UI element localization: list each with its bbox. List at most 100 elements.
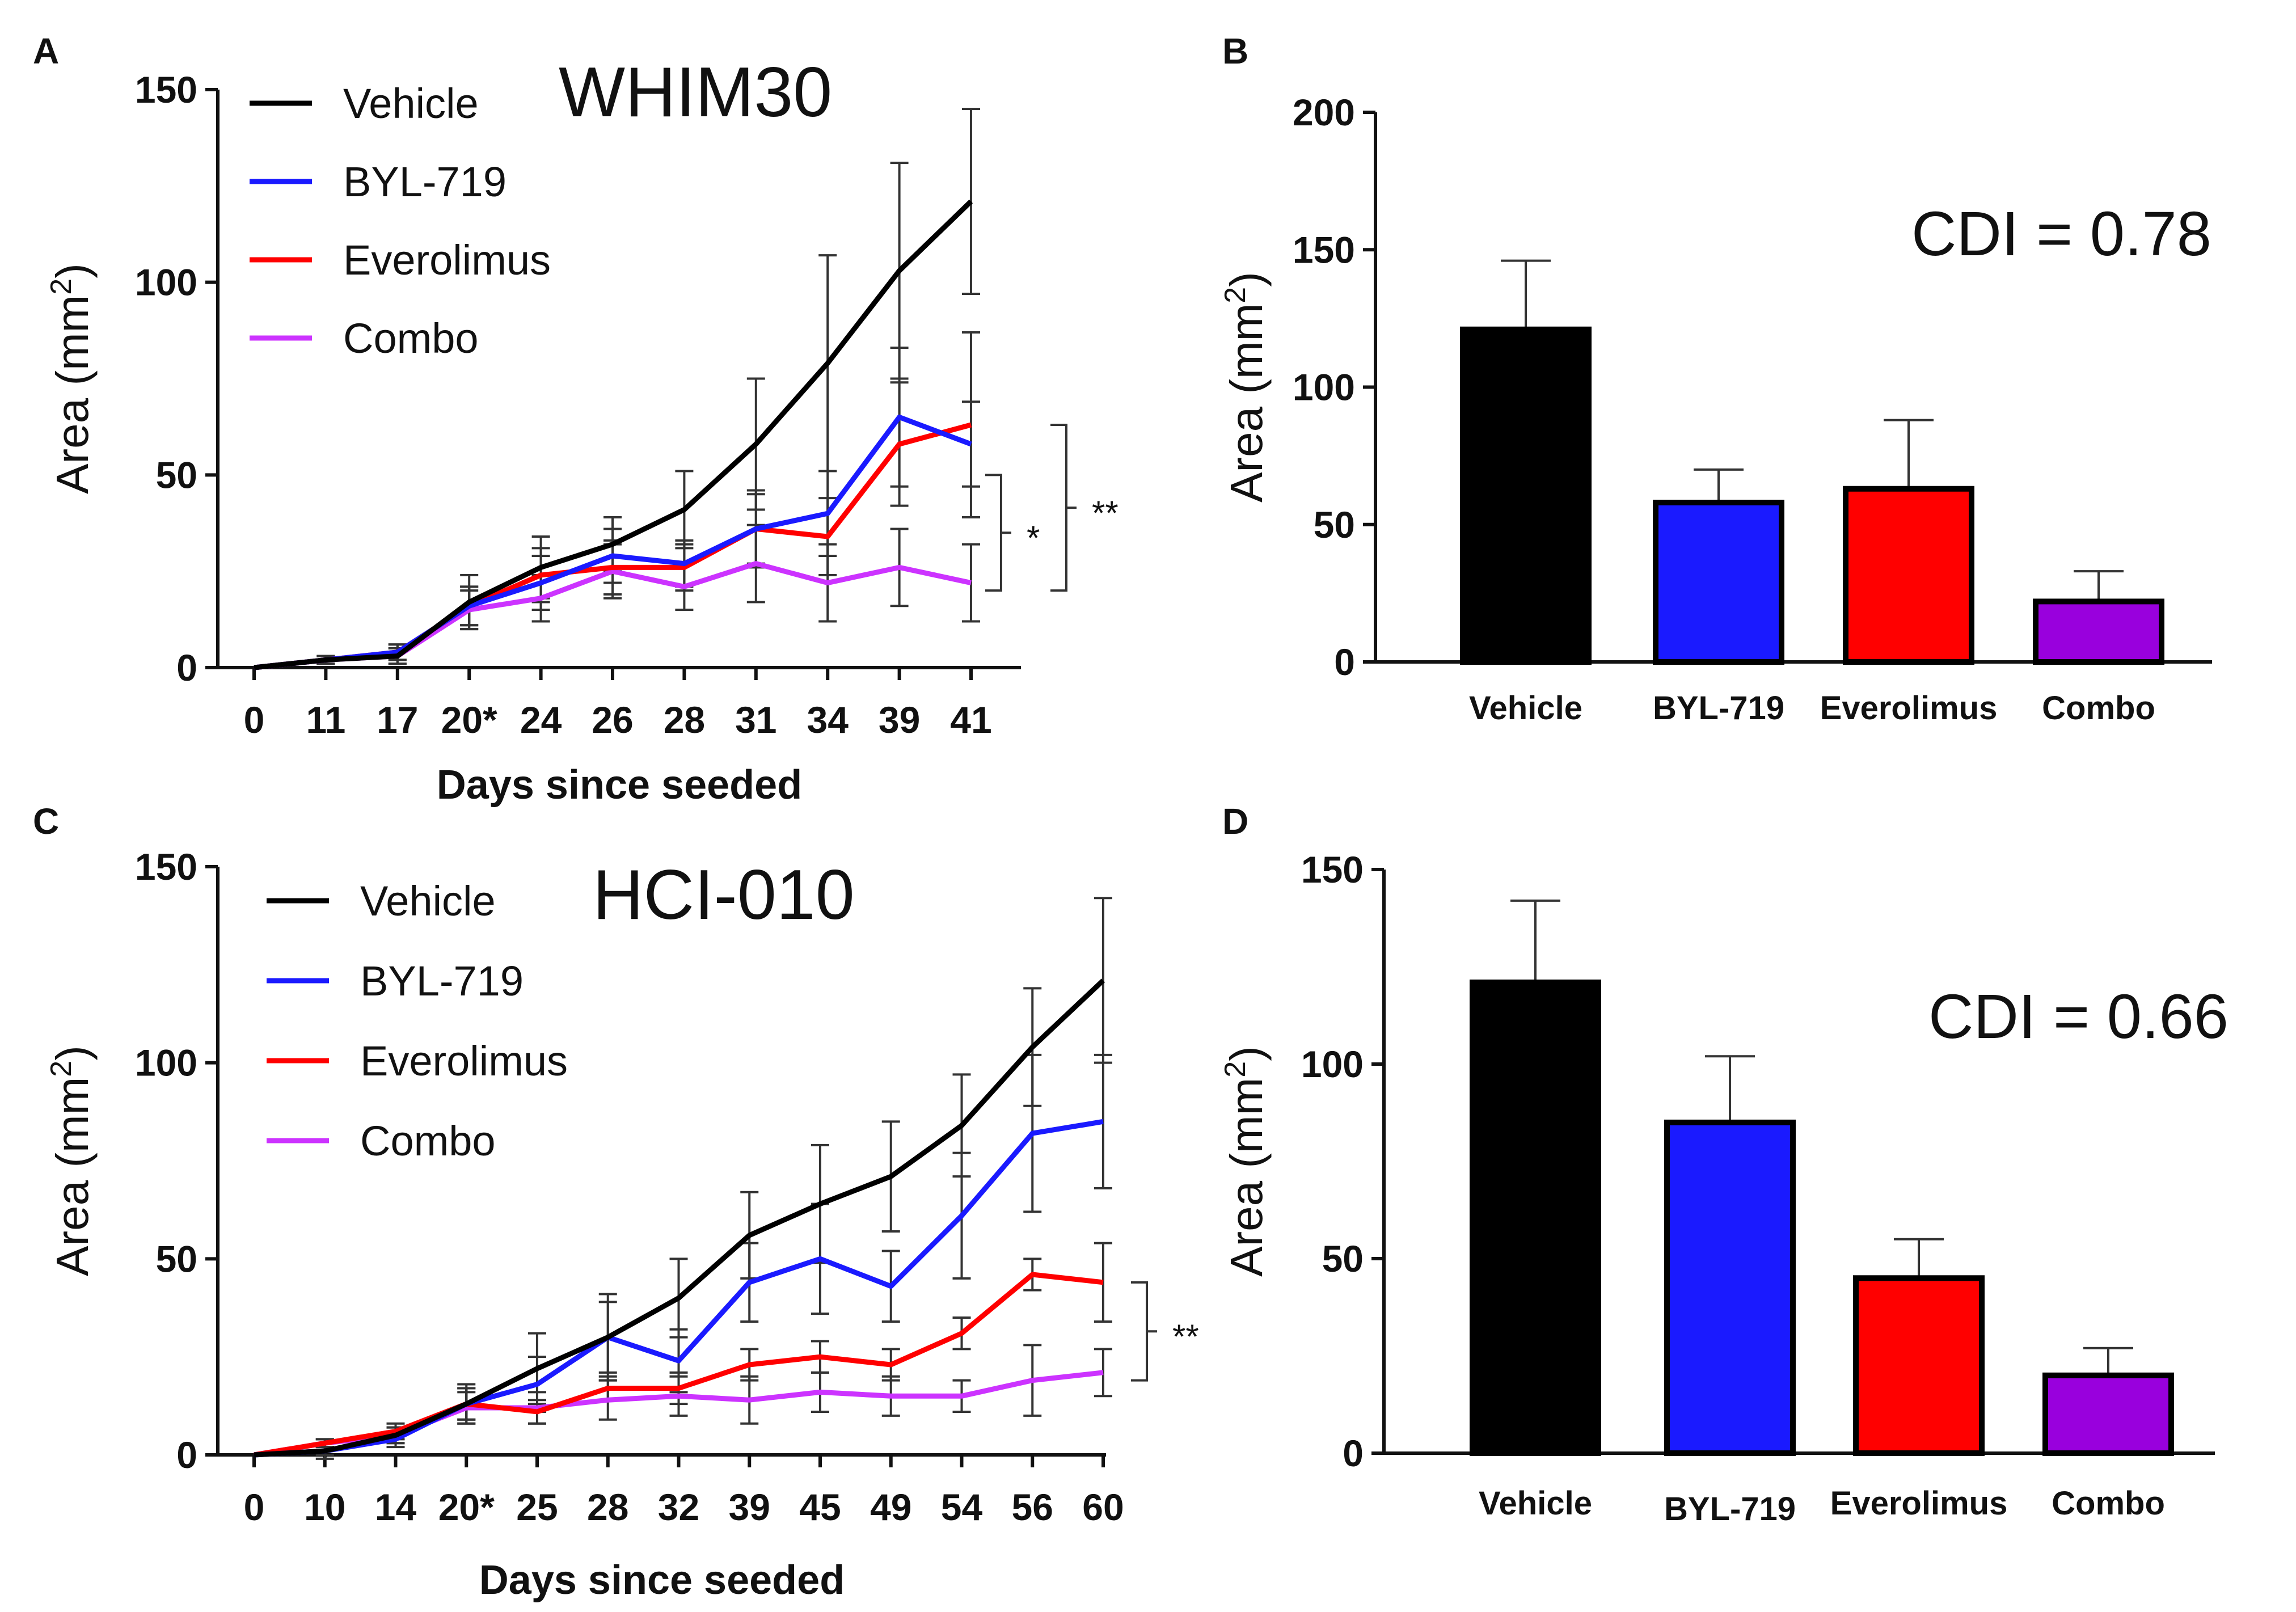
y-tick-label: 0 — [1343, 1432, 1364, 1474]
x-tick-label: 41 — [950, 699, 991, 741]
x-tick-label: 10 — [304, 1486, 345, 1528]
y-tick-label: 50 — [156, 1238, 197, 1280]
plot-title: HCI-010 — [593, 856, 855, 934]
bar-everolimus — [1853, 1275, 1985, 1457]
y-axis-title-superscript: 2 — [45, 278, 78, 295]
series-line-everolimus — [254, 1272, 1104, 1458]
x-axis-title: Days since seeded — [437, 762, 802, 808]
significance-label: ** — [1092, 494, 1119, 532]
legend-label: BYL-719 — [343, 158, 507, 205]
legend-label: Combo — [343, 315, 479, 362]
y-tick-label: 200 — [1293, 91, 1355, 133]
y-axis-title: Area (mm2) — [45, 263, 98, 494]
y-axis-title: Area (mm2) — [1219, 1046, 1272, 1277]
x-axis-title: Days since seeded — [479, 1558, 845, 1603]
y-tick-label: 0 — [176, 647, 197, 689]
bar-combo — [2033, 598, 2164, 665]
y-tick-label: 100 — [1293, 366, 1355, 408]
y-tick-label: 50 — [1322, 1238, 1364, 1280]
y-axis-title-text: Area (mm — [1221, 303, 1272, 503]
y-axis-title-close: ) — [1221, 272, 1272, 287]
category-label: Everolimus — [1820, 690, 1998, 727]
x-tick-label: 0 — [244, 1486, 265, 1528]
y-axis-title-superscript: 2 — [45, 1061, 78, 1077]
y-axis-title-close: ) — [47, 1045, 98, 1061]
significance-label: * — [1027, 519, 1040, 557]
x-tick-label: 39 — [729, 1486, 770, 1528]
y-axis-title-superscript: 2 — [1219, 1061, 1252, 1078]
bar-everolimus — [1843, 486, 1974, 665]
legend-label: Vehicle — [343, 80, 479, 127]
y-tick-label: 100 — [1301, 1043, 1364, 1085]
significance-label: ** — [1172, 1318, 1199, 1356]
legend-label: Vehicle — [360, 877, 496, 925]
panel-letter: B — [1222, 31, 1248, 71]
x-tick-label: 28 — [664, 699, 705, 741]
y-tick-label: 50 — [156, 454, 197, 496]
category-label: BYL-719 — [1653, 690, 1784, 727]
category-label: Combo — [2052, 1485, 2165, 1522]
category-label: Everolimus — [1830, 1485, 2008, 1522]
x-tick-label: 31 — [735, 699, 776, 741]
x-tick-label: 0 — [244, 699, 265, 741]
y-axis-title-close: ) — [47, 263, 98, 278]
series-line-vehicle — [254, 978, 1105, 1458]
x-tick-label: 11 — [306, 699, 346, 741]
y-axis-title-close: ) — [1221, 1046, 1272, 1061]
line-chart-panel-C: C 0 50 100 150 0 10 14 20* 25 28 32 39 45 49 54 56 60 Days… — [33, 801, 1199, 1603]
bar-byl-719 — [1664, 1119, 1796, 1456]
y-axis-title-text: Area (mm — [47, 295, 98, 494]
bar-chart-panel-D: D 0 50 100 150 Area (mm2) Vehicle BYL-719 Everol… — [1219, 801, 2229, 1527]
x-tick-label: 45 — [799, 1486, 841, 1528]
plot-title: WHIM30 — [559, 53, 832, 132]
series-line-byl-719 — [254, 1119, 1104, 1458]
category-label: Vehicle — [1469, 690, 1582, 727]
y-tick-label: 150 — [135, 846, 197, 888]
bar-vehicle — [1460, 326, 1592, 665]
x-tick-label: 39 — [879, 699, 920, 741]
bar-byl-719 — [1653, 499, 1784, 665]
y-axis-title-superscript: 2 — [1219, 287, 1252, 303]
legend-label: Everolimus — [343, 237, 551, 284]
bar-combo — [2042, 1372, 2174, 1457]
x-tick-label: 56 — [1012, 1486, 1053, 1528]
y-axis-title-text: Area (mm — [47, 1077, 98, 1276]
legend-label: Combo — [360, 1117, 496, 1164]
category-label: Combo — [2042, 690, 2155, 727]
y-tick-label: 100 — [135, 1042, 197, 1084]
bar-vehicle — [1470, 979, 1601, 1456]
y-axis-title: Area (mm2) — [45, 1045, 98, 1276]
y-tick-label: 100 — [135, 261, 197, 303]
x-tick-label: 28 — [587, 1486, 628, 1528]
y-tick-label: 150 — [1293, 229, 1355, 271]
y-tick-label: 0 — [1334, 641, 1355, 683]
x-tick-label: 32 — [658, 1486, 699, 1528]
y-axis-title: Area (mm2) — [1219, 272, 1272, 503]
y-axis-title-text: Area (mm — [1221, 1078, 1272, 1277]
x-tick-label: 25 — [516, 1486, 558, 1528]
series-line-byl-719 — [254, 414, 972, 670]
cdi-annotation: CDI = 0.66 — [1928, 982, 2229, 1052]
panel-letter: A — [33, 31, 59, 71]
x-tick-label: 60 — [1082, 1486, 1124, 1528]
legend-label: Everolimus — [360, 1037, 568, 1084]
x-tick-label: 14 — [375, 1486, 417, 1528]
bar-chart-panel-B: B 0 50 100 150 200 Area (mm2) Vehicle BYL-719 Eve… — [1219, 31, 2212, 727]
line-chart-panel-A: A 0 50 100 150 0 11 17 20* 24 26 28 31 34 39 41 Days sin… — [33, 31, 1119, 808]
series-line-vehicle — [254, 199, 973, 670]
category-label: Vehicle — [1479, 1485, 1592, 1522]
x-tick-label: 26 — [592, 699, 633, 741]
legend-label: BYL-719 — [360, 957, 524, 1005]
panel-letter: C — [33, 801, 59, 842]
x-tick-label: 17 — [377, 699, 418, 741]
x-tick-label: 20* — [441, 699, 497, 741]
x-tick-label: 49 — [870, 1486, 911, 1528]
x-tick-label: 24 — [520, 699, 562, 741]
y-tick-label: 150 — [135, 69, 197, 111]
cdi-annotation: CDI = 0.78 — [1911, 199, 2211, 269]
x-tick-label: 20* — [438, 1486, 495, 1528]
y-tick-label: 150 — [1301, 849, 1364, 891]
category-label: BYL-719 — [1664, 1491, 1796, 1527]
y-tick-label: 50 — [1314, 504, 1355, 546]
